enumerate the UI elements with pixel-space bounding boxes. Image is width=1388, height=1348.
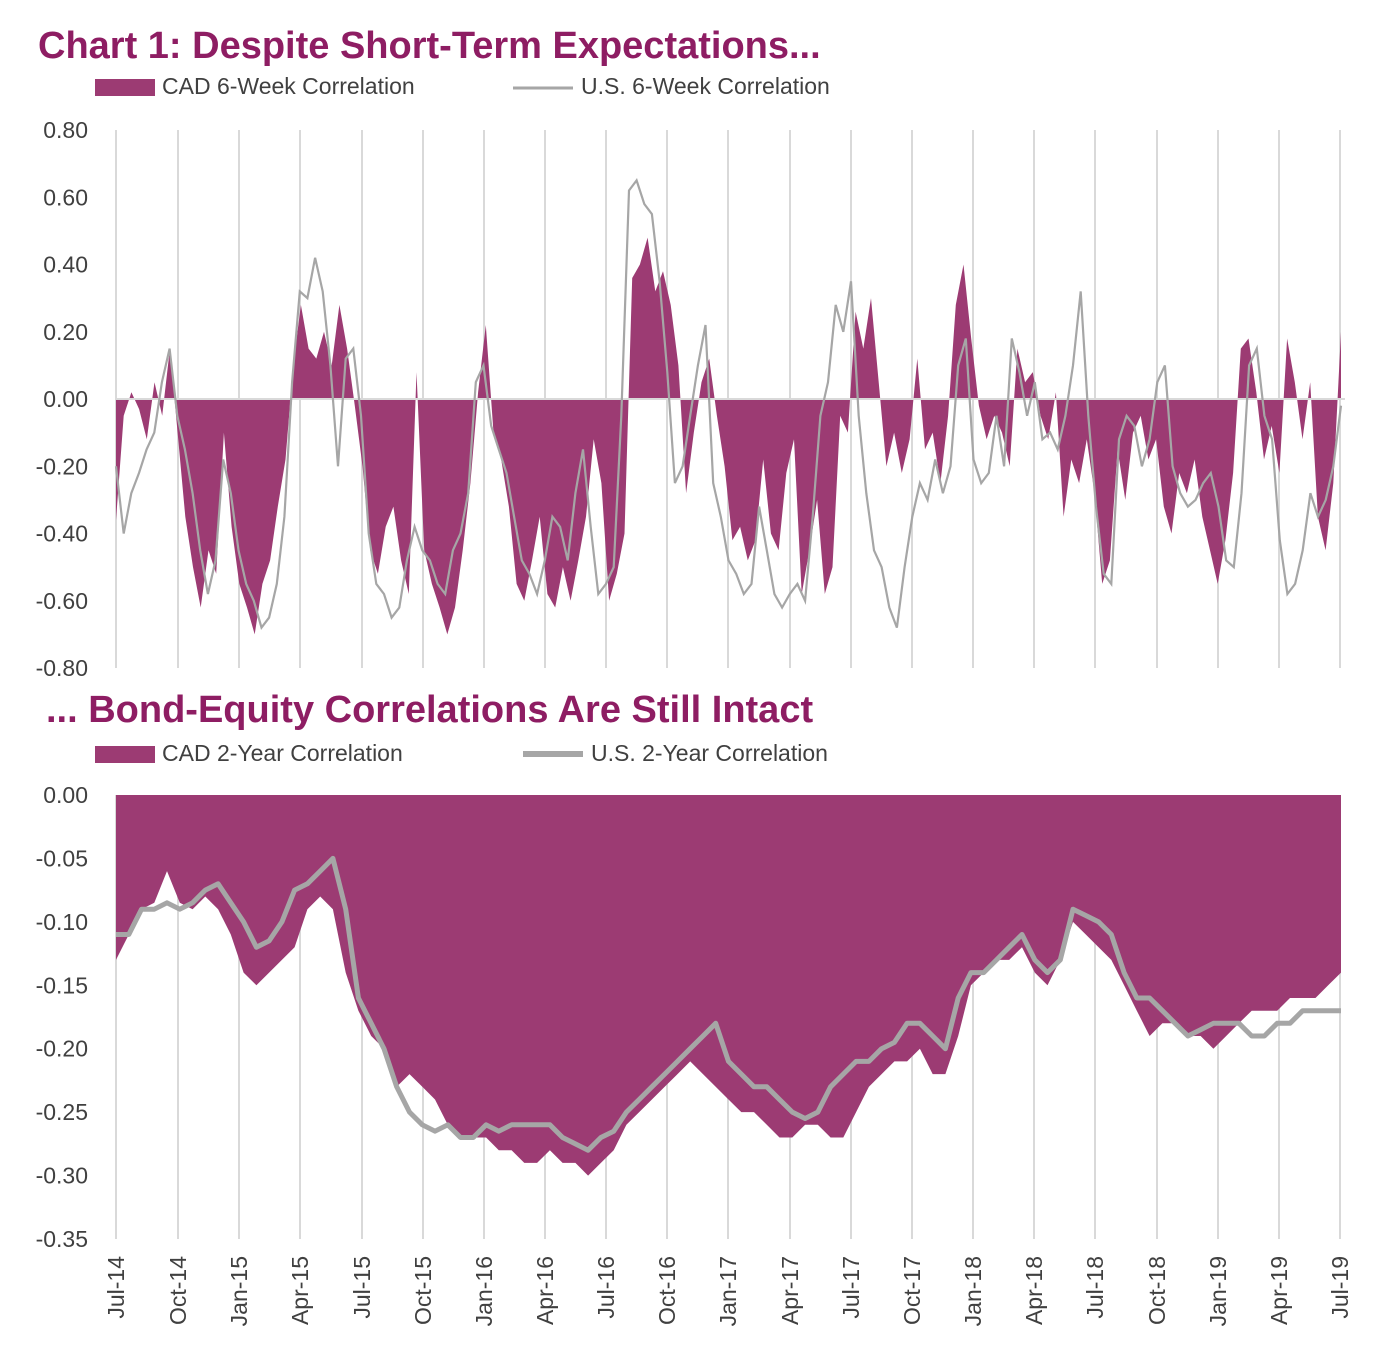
y-tick-label: 0.20 <box>43 319 88 345</box>
legend-cad-2yr-label: CAD 2-Year Correlation <box>162 740 403 766</box>
x-tick-label: Oct-18 <box>1144 1256 1170 1325</box>
x-tick-label: Jan-16 <box>471 1256 497 1326</box>
x-tick-label: Jul-16 <box>593 1256 619 1319</box>
x-tick-label: Oct-15 <box>410 1256 436 1325</box>
y-tick-label: 0.40 <box>43 252 88 278</box>
x-tick-label: Apr-15 <box>287 1256 313 1325</box>
x-tick-label: Jan-15 <box>226 1256 252 1326</box>
y-tick-label: -0.05 <box>36 845 88 871</box>
y-tick-label: -0.80 <box>36 655 88 681</box>
x-tick-label: Jan-19 <box>1205 1256 1231 1326</box>
y-tick-label: -0.25 <box>36 1099 88 1125</box>
y-tick-label: -0.40 <box>36 521 88 547</box>
y-tick-label: 0.80 <box>43 117 88 143</box>
y-tick-label: -0.20 <box>36 453 88 479</box>
legend-us-2yr-label: U.S. 2-Year Correlation <box>591 740 828 766</box>
y-tick-label: -0.15 <box>36 972 88 998</box>
y-tick-label: -0.20 <box>36 1036 88 1062</box>
x-tick-label: Apr-19 <box>1266 1256 1292 1325</box>
x-tick-label: Jan-18 <box>960 1256 986 1326</box>
y-tick-label: 0.00 <box>43 386 88 412</box>
x-tick-label: Oct-16 <box>654 1256 680 1325</box>
chart2-title: ... Bond-Equity Correlations Are Still I… <box>46 689 813 731</box>
chart1-title: Chart 1: Despite Short-Term Expectations… <box>38 25 821 67</box>
x-tick-label: Jul-18 <box>1082 1256 1108 1319</box>
x-axis-ticks: Jul-14 Oct-14 Jan-15 Apr-15 Jul-15 Oct-15 Jan-… <box>103 1256 1353 1327</box>
y-tick-label: 0.00 <box>43 782 88 808</box>
chart2-y-ticks: 0.00 -0.05 -0.10 -0.15 -0.20 -0.25 -0.30 -0.35 <box>36 782 88 1252</box>
x-tick-label: Oct-14 <box>165 1256 191 1325</box>
us-2yr-line <box>116 855 1341 1153</box>
x-tick-label: Jul-14 <box>103 1256 129 1319</box>
x-tick-label: Apr-17 <box>777 1256 803 1325</box>
x-tick-label: Jul-15 <box>349 1256 375 1319</box>
x-tick-label: Jul-17 <box>838 1256 864 1319</box>
legend-cad-2yr-swatch <box>95 746 155 763</box>
cad-6wk-area <box>116 237 1341 635</box>
cad-2yr-area <box>116 795 1341 1176</box>
y-tick-label: -0.60 <box>36 588 88 614</box>
y-tick-label: -0.10 <box>36 909 88 935</box>
x-tick-label: Oct-17 <box>899 1256 925 1325</box>
x-tick-label: Apr-16 <box>532 1256 558 1325</box>
legend-cad-6wk-label: CAD 6-Week Correlation <box>162 73 415 99</box>
y-tick-label: -0.35 <box>36 1226 88 1252</box>
us-6wk-line <box>114 178 1343 631</box>
x-tick-label: Jan-17 <box>715 1256 741 1326</box>
chart1-y-ticks: 0.80 0.60 0.40 0.20 0.00 -0.20 -0.40 -0.60 -0.80 <box>36 117 88 681</box>
y-tick-label: -0.30 <box>36 1163 88 1189</box>
x-tick-label: Apr-18 <box>1021 1256 1047 1325</box>
legend-cad-6wk-swatch <box>95 79 155 96</box>
x-tick-label: Jul-19 <box>1327 1256 1353 1319</box>
legend-us-6wk-label: U.S. 6-Week Correlation <box>581 73 830 99</box>
y-tick-label: 0.60 <box>43 184 88 210</box>
